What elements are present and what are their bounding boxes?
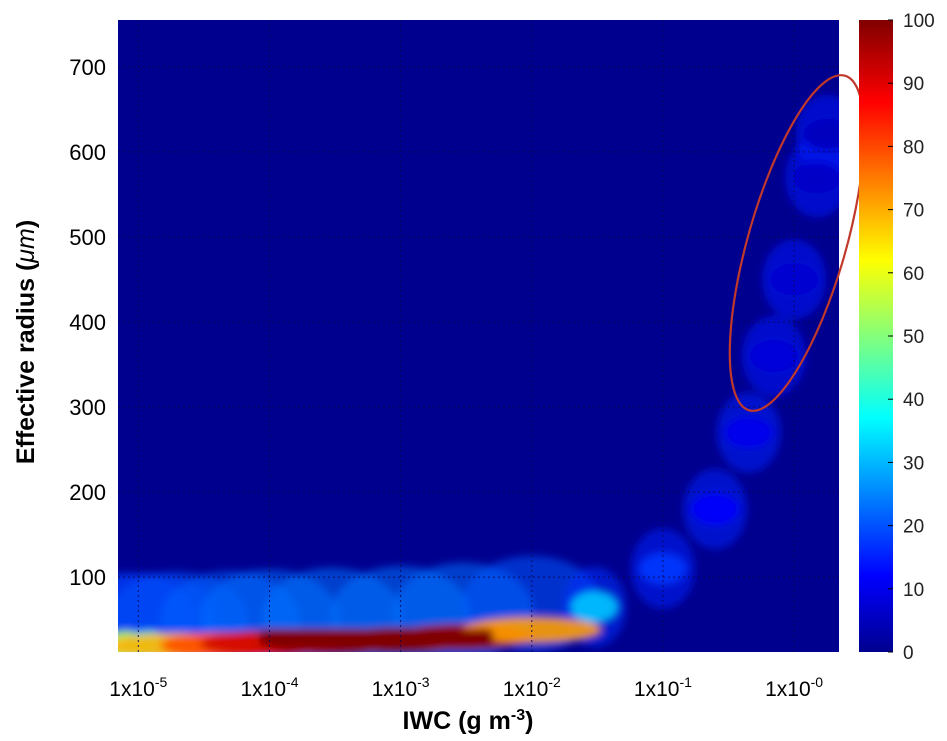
x-tick-label: 1x10-5	[109, 674, 167, 701]
grid-lines	[118, 20, 839, 652]
density-cell	[638, 552, 687, 585]
density-field	[118, 94, 839, 652]
annotation-ellipse	[728, 74, 866, 412]
y-tick-label: 400	[69, 310, 106, 335]
density-core	[259, 628, 494, 647]
x-axis-ticks: 1x10-5 1x10-4 1x10-3 1x10-2 1x10-1 1x10-0	[109, 674, 823, 701]
y-axis-label-unit: μm	[12, 228, 40, 264]
colorbar-tick-label: 90	[903, 74, 924, 95]
colorbar-tick-label: 30	[903, 453, 924, 474]
density-cell	[691, 493, 740, 526]
x-tick-label: 1x10-4	[241, 674, 299, 701]
y-tick-label: 200	[69, 480, 106, 505]
colorbar-ticks: 0 10 20 30 40 50 60 70 80 90 100	[888, 11, 935, 664]
y-tick-label: 700	[69, 55, 106, 80]
colorbar-tick-label: 80	[903, 137, 924, 158]
colorbar-tick-label: 10	[903, 580, 924, 601]
colorbar-tick-label: 20	[903, 517, 924, 538]
x-axis-label: IWC (g m-3)	[403, 707, 534, 735]
density-cell	[570, 590, 619, 623]
colorbar-tick-label: 40	[903, 390, 924, 411]
y-tick-label: 600	[69, 140, 106, 165]
colorbar-tick-label: 60	[903, 264, 924, 285]
x-axis-label-exponent: -3	[511, 707, 525, 724]
colorbar-tick-label: 70	[903, 201, 924, 222]
x-tick-label: 1x10-2	[503, 674, 561, 701]
y-axis-label: Effective radius (μm)	[12, 220, 40, 464]
colorbar-tick-label: 0	[903, 643, 914, 664]
density-cell	[749, 340, 798, 372]
y-tick-label: 300	[69, 395, 106, 420]
density-cell	[770, 263, 819, 296]
y-axis-ticks: 100 200 300 400 500 600 700	[69, 55, 106, 590]
density-cell	[793, 161, 839, 194]
density-cell	[724, 416, 773, 449]
density-cell	[461, 616, 602, 643]
x-tick-label: 1x10-1	[634, 674, 692, 701]
colorbar-tick-label: 50	[903, 327, 924, 348]
y-tick-label: 100	[69, 565, 106, 590]
x-tick-label: 1x10-0	[765, 674, 823, 701]
colorbar	[859, 20, 893, 652]
colorbar-tick-label: 100	[903, 11, 935, 32]
density-cell	[803, 118, 839, 151]
y-tick-label: 500	[69, 225, 106, 250]
x-tick-label: 1x10-3	[372, 674, 430, 701]
